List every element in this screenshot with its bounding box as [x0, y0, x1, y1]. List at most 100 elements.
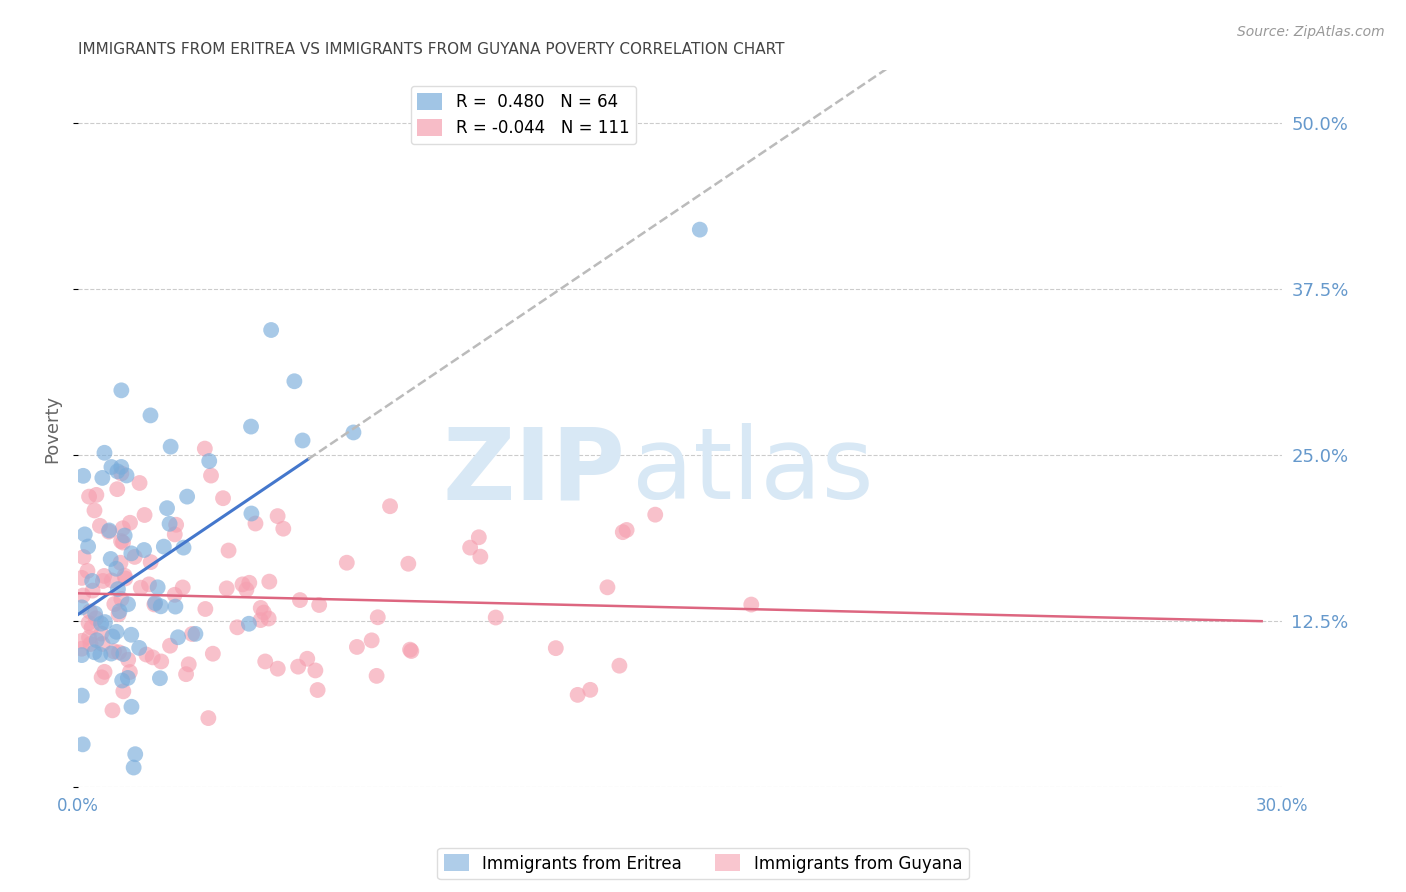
Point — [93, 569, 115, 583]
Point — [366, 669, 388, 683]
Point — [89, 518, 111, 533]
Point — [112, 684, 135, 698]
Point — [149, 671, 172, 685]
Point — [238, 575, 260, 590]
Point — [150, 655, 173, 669]
Point — [143, 598, 166, 612]
Point — [122, 760, 145, 774]
Point — [77, 631, 100, 645]
Point — [114, 571, 136, 585]
Point — [103, 597, 125, 611]
Point — [238, 616, 260, 631]
Point — [128, 640, 150, 655]
Point — [212, 491, 235, 506]
Point — [181, 627, 204, 641]
Point — [111, 535, 134, 549]
Point — [86, 488, 108, 502]
Point — [80, 621, 103, 635]
Point — [260, 323, 283, 337]
Point — [91, 471, 114, 485]
Point — [616, 523, 638, 537]
Point — [240, 507, 263, 521]
Point — [101, 703, 124, 717]
Point — [132, 543, 155, 558]
Point — [139, 409, 162, 423]
Point — [91, 574, 114, 588]
Point — [77, 490, 100, 504]
Point — [176, 490, 198, 504]
Point — [84, 607, 107, 621]
Point — [70, 641, 93, 656]
Point — [401, 644, 423, 658]
Point — [121, 699, 143, 714]
Point — [79, 637, 101, 651]
Point — [579, 682, 602, 697]
Point — [139, 555, 162, 569]
Point — [117, 597, 139, 611]
Point — [83, 645, 105, 659]
Point — [82, 574, 104, 588]
Point — [101, 574, 124, 588]
Point — [194, 602, 217, 616]
Text: Source: ZipAtlas.com: Source: ZipAtlas.com — [1237, 25, 1385, 39]
Point — [110, 592, 132, 607]
Point — [114, 528, 136, 542]
Point — [111, 673, 134, 688]
Point — [105, 624, 128, 639]
Point — [259, 574, 281, 589]
Point — [173, 541, 195, 555]
Point — [567, 688, 589, 702]
Point — [93, 665, 115, 679]
Point — [110, 534, 132, 549]
Point — [143, 596, 166, 610]
Point — [90, 616, 112, 631]
Point — [304, 664, 326, 678]
Point — [114, 568, 136, 582]
Point — [84, 611, 107, 625]
Point — [378, 500, 401, 514]
Point — [134, 508, 156, 522]
Point — [83, 503, 105, 517]
Point — [110, 556, 132, 570]
Point — [240, 419, 263, 434]
Point — [215, 582, 238, 596]
Point — [346, 640, 368, 654]
Point — [235, 582, 257, 597]
Point — [124, 549, 146, 564]
Point — [468, 530, 491, 544]
Point — [153, 540, 176, 554]
Point — [112, 647, 135, 661]
Point — [609, 658, 631, 673]
Point — [98, 524, 121, 538]
Point — [200, 468, 222, 483]
Point — [120, 628, 142, 642]
Point — [172, 581, 194, 595]
Point — [167, 630, 190, 644]
Point — [107, 582, 129, 596]
Point — [146, 580, 169, 594]
Text: ZIP: ZIP — [443, 423, 626, 520]
Point — [257, 611, 280, 625]
Point — [287, 659, 309, 673]
Point — [117, 653, 139, 667]
Point — [596, 580, 619, 594]
Point — [72, 468, 94, 483]
Point — [108, 604, 131, 618]
Point — [110, 459, 132, 474]
Point — [271, 522, 294, 536]
Point — [253, 606, 276, 620]
Point — [197, 711, 219, 725]
Point — [740, 598, 762, 612]
Point — [249, 613, 271, 627]
Point — [76, 564, 98, 578]
Point — [93, 446, 115, 460]
Point — [485, 610, 508, 624]
Point — [73, 527, 96, 541]
Point — [110, 384, 132, 398]
Point — [124, 747, 146, 762]
Point — [105, 482, 128, 496]
Point — [72, 589, 94, 603]
Point — [458, 541, 481, 555]
Point — [184, 627, 207, 641]
Point — [297, 652, 319, 666]
